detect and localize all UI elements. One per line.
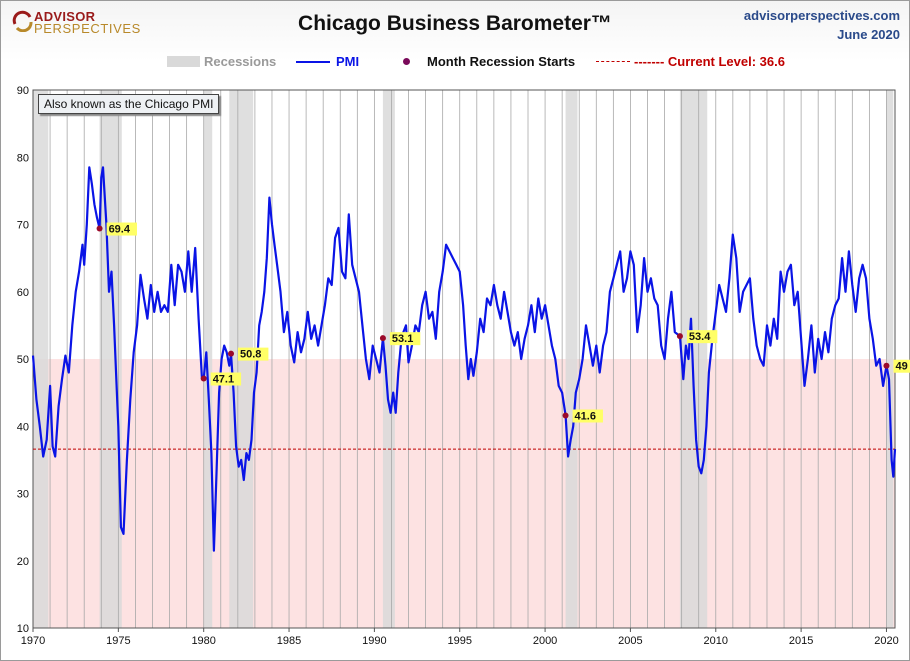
legend-recessions-label: Recessions xyxy=(204,54,277,69)
recession-start-label: 50.8 xyxy=(240,349,261,361)
x-tick-label: 2015 xyxy=(789,635,813,647)
chart-title: Chicago Business Barometer™ xyxy=(298,12,612,35)
legend-current-level-line xyxy=(596,61,630,62)
recession-start-label-bg xyxy=(238,347,269,361)
recession-start-label-bg xyxy=(210,372,242,386)
x-tick-label: 2010 xyxy=(704,635,728,647)
recession-start-dot xyxy=(676,333,683,340)
recession-start-dot xyxy=(228,350,235,357)
x-tick-label: 1975 xyxy=(106,635,130,647)
legend-current-level-label: ------- Current Level: 36.6 xyxy=(634,54,785,69)
y-tick-label: 70 xyxy=(17,220,29,232)
legend-pmi-label: PMI xyxy=(336,54,360,69)
y-tick-label: 80 xyxy=(17,152,29,164)
recession-start-dot xyxy=(562,412,569,419)
recession-start-label: 49 xyxy=(895,361,907,373)
pmi-series-line xyxy=(31,166,897,552)
legend-recession-starts-label: Month Recession Starts xyxy=(427,54,576,69)
x-tick-label: 1980 xyxy=(191,635,215,647)
legend-pmi-line xyxy=(296,61,330,63)
recession-start-dot xyxy=(96,225,103,232)
y-tick-label: 40 xyxy=(17,421,29,433)
recession-band xyxy=(33,90,49,628)
recession-start-dot xyxy=(379,335,386,342)
below-50-shade xyxy=(33,359,895,628)
recession-start-label-bg xyxy=(572,409,603,423)
legend-recession-swatch xyxy=(167,56,200,67)
x-tick-label: 1985 xyxy=(277,635,301,647)
recession-start-label: 47.1 xyxy=(213,374,234,386)
recession-band xyxy=(203,90,213,628)
x-tick-label: 1970 xyxy=(21,635,45,647)
x-tick-label: 2005 xyxy=(618,635,642,647)
x-tick-label: 2020 xyxy=(874,635,898,647)
x-tick-label: 2000 xyxy=(533,635,557,647)
recession-start-label: 53.1 xyxy=(392,333,413,345)
y-tick-label: 50 xyxy=(17,354,29,366)
logo-text-top: ADVISOR xyxy=(34,9,96,24)
logo-swirl-icon xyxy=(12,10,33,32)
recession-band xyxy=(886,90,894,628)
y-tick-label: 30 xyxy=(17,489,29,501)
recession-start-label-bg xyxy=(893,359,910,373)
recession-start-label: 41.6 xyxy=(575,410,596,422)
recession-start-label: 53.4 xyxy=(689,331,711,343)
y-tick-label: 90 xyxy=(17,85,29,97)
chart-date: June 2020 xyxy=(837,27,900,42)
recession-start-label-bg xyxy=(389,332,421,346)
recession-band xyxy=(565,90,578,628)
note-box: Also known as the Chicago PMI xyxy=(38,94,220,114)
x-tick-label: 1995 xyxy=(447,635,471,647)
y-tick-label: 10 xyxy=(17,623,29,635)
recession-start-label-bg xyxy=(106,222,137,236)
legend-recession-dot xyxy=(403,58,410,65)
recession-band xyxy=(382,90,395,628)
recession-start-label-bg xyxy=(686,330,718,344)
recession-start-dot xyxy=(883,362,890,369)
recession-start-dot xyxy=(200,375,207,382)
x-tick-label: 1990 xyxy=(362,635,386,647)
logo-text-bottom: PERSPECTIVES xyxy=(34,21,141,36)
chart-legend: Recessions PMI Month Recession Starts --… xyxy=(0,54,910,70)
site-name: advisorperspectives.com xyxy=(743,8,900,23)
y-tick-label: 60 xyxy=(17,287,29,299)
recession-start-label: 69.4 xyxy=(109,224,131,236)
y-tick-label: 20 xyxy=(17,556,29,568)
